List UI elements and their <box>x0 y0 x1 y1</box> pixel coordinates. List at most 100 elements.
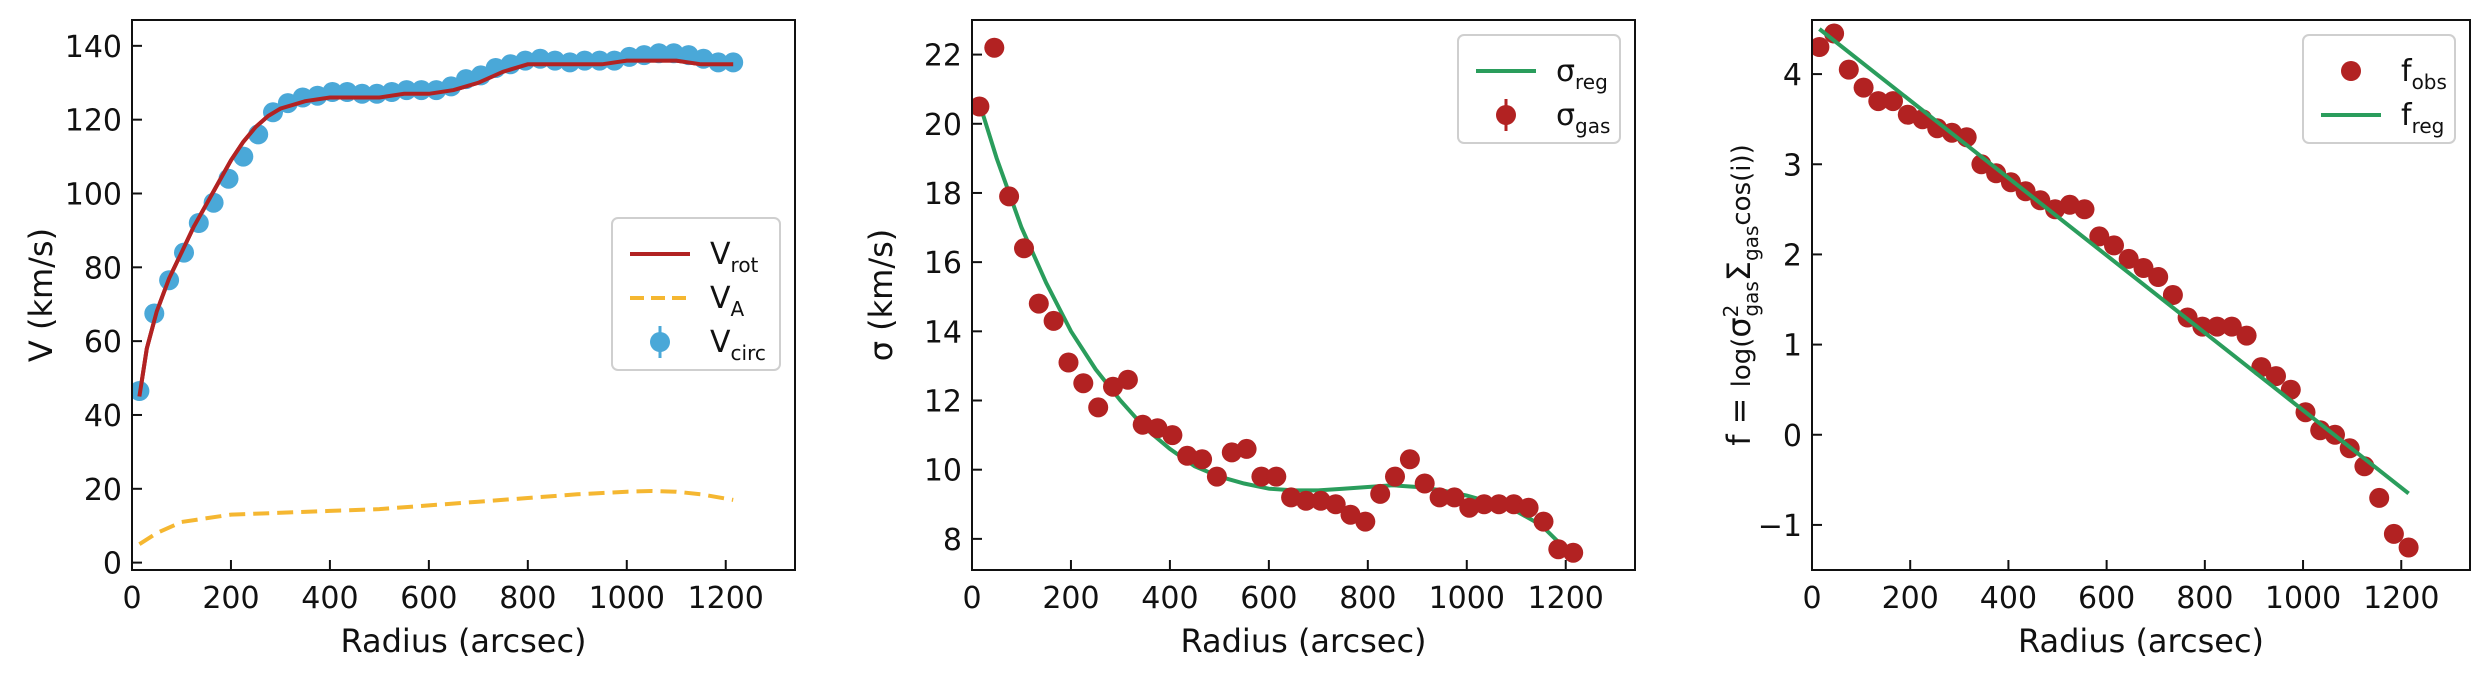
series-f-obs-point <box>2207 316 2228 337</box>
series-f-obs-point <box>2398 537 2419 558</box>
legend-label-reg: freg <box>2401 98 2444 138</box>
series-σ-gas-point <box>1325 494 1346 515</box>
series-f-obs-point <box>2162 285 2183 305</box>
x-tick-label: 200 <box>202 581 259 616</box>
series-σ-gas-point <box>1266 466 1287 487</box>
axes-frame <box>131 19 796 571</box>
series-V-rot-line-overlay <box>137 58 734 397</box>
series-σ-gas-point <box>1310 490 1331 511</box>
series-f-obs-point <box>2118 248 2139 269</box>
x-tick-label: 800 <box>1339 581 1396 616</box>
x-tick-label: 1200 <box>1528 581 1604 616</box>
chart-panel-2: 0 200 400 600 800 1000 1200 8 10 12 14 16 18 20 22 Radi… <box>862 19 1636 660</box>
series-f-obs-point <box>2133 258 2154 278</box>
legend-point-marker <box>1496 105 1516 125</box>
x-tick-label: 200 <box>1042 581 1099 616</box>
x-tick-label: 400 <box>1980 581 2037 616</box>
series-f-obs-point <box>1883 91 1903 112</box>
y-tick-label: 14 <box>924 315 962 350</box>
chart-panel-1: 0 200 400 600 800 1000 1200 0 20 40 60 80 100 120 140 R… <box>22 19 796 660</box>
y-tick-label: 22 <box>924 39 962 74</box>
legend-label-A: VA <box>710 281 745 321</box>
series-σ-gas-point <box>1162 425 1183 446</box>
series-σ-gas-point <box>1206 466 1227 487</box>
y-tick-label: 20 <box>924 108 962 143</box>
series-f-obs-point <box>2148 267 2169 287</box>
y-axis-label: σ (km/s) <box>862 229 900 362</box>
series-f-obs-point <box>2074 199 2095 220</box>
legend-point-marker <box>650 332 670 352</box>
series-σ-gas-point <box>1014 238 1034 259</box>
y-tick-label: 0 <box>1783 419 1802 454</box>
series-σ-gas-point <box>1192 449 1213 470</box>
y-tick-label: 12 <box>924 385 962 420</box>
x-axis-label: Radius (arcsec) <box>2018 622 2264 660</box>
series-σ-gas-point <box>1147 418 1168 439</box>
series-V-A-line <box>138 488 734 546</box>
y-tick-label: 60 <box>84 325 122 360</box>
x-tick-label: 1000 <box>2265 581 2341 616</box>
series-σ-gas-point <box>1088 397 1109 418</box>
y-axis-label: V (km/s) <box>22 228 60 362</box>
series-σ-gas-point <box>1488 494 1509 515</box>
axes-frame <box>971 19 1636 571</box>
legend-label-gas: σgas <box>1556 98 1610 138</box>
y-tick-label: 18 <box>924 177 962 212</box>
series-σ-gas-point <box>1028 293 1049 314</box>
y-tick-label: −1 <box>1758 509 1802 544</box>
series-f-obs-point <box>2236 325 2257 346</box>
y-tick-label: 10 <box>924 454 962 489</box>
series-f-obs-point <box>1986 163 2007 184</box>
x-tick-label: 800 <box>499 581 556 616</box>
y-tick-label: 3 <box>1783 148 1802 183</box>
legend-label-circ: Vcirc <box>710 325 766 365</box>
series-f-obs-point <box>2266 366 2286 387</box>
series-σ-gas-point <box>999 186 1020 207</box>
x-tick-label: 1200 <box>2363 581 2439 616</box>
series-σ-gas-point <box>1370 483 1391 504</box>
x-tick-label: 800 <box>2176 581 2233 616</box>
series-f-obs-point <box>2089 226 2110 247</box>
y-tick-label: 0 <box>103 547 122 582</box>
series-f-obs-point <box>2369 487 2390 508</box>
plot-area <box>1812 23 2419 558</box>
series-σ-gas-point <box>1414 473 1435 494</box>
series-σ-gas-point <box>1518 497 1539 518</box>
series-σ-gas-point <box>1073 373 1094 394</box>
series-σ-gas-point <box>1563 542 1584 563</box>
series-σ-gas-point <box>1296 490 1316 511</box>
x-tick-label: 0 <box>1802 581 1821 616</box>
y-tick-label: 2 <box>1783 238 1802 273</box>
series-f-obs-point <box>1838 59 1859 80</box>
series-σ-gas-point <box>1236 438 1257 459</box>
y-tick-label: 4 <box>1783 58 1802 93</box>
series-f-obs-point <box>2192 316 2213 337</box>
series-σ-gas-point <box>1355 511 1376 532</box>
series-V-circ-point <box>648 43 669 64</box>
series-f-obs-point <box>1812 37 1830 57</box>
x-tick-label: 1000 <box>589 581 665 616</box>
x-tick-label: 1200 <box>688 581 764 616</box>
series-σ-gas-point <box>1103 376 1123 397</box>
series-f-obs-point <box>1868 91 1889 112</box>
series-σ-gas-point <box>1043 310 1064 331</box>
series-f-obs-point <box>2104 235 2124 256</box>
x-tick-label: 600 <box>2078 581 2135 616</box>
axes-frame <box>1811 19 2471 571</box>
x-axis-label: Radius (arcsec) <box>340 622 586 660</box>
series-σ-gas-point <box>1385 466 1405 487</box>
x-tick-label: 400 <box>1141 581 1198 616</box>
y-tick-label: 140 <box>65 30 122 65</box>
series-f-reg-line <box>1818 27 2410 495</box>
x-tick-label: 0 <box>122 581 141 616</box>
legend-label-obs: fobs <box>2401 54 2447 94</box>
series-σ-gas-point <box>1177 445 1198 466</box>
x-tick-label: 600 <box>1240 581 1297 616</box>
y-axis-label: f = log(σ2gasΣgascos(i)) <box>1719 144 1763 446</box>
series-σ-gas-point <box>1058 352 1079 373</box>
series-σ-gas-point <box>1444 487 1465 508</box>
series-σ-reg-line <box>977 102 1575 558</box>
